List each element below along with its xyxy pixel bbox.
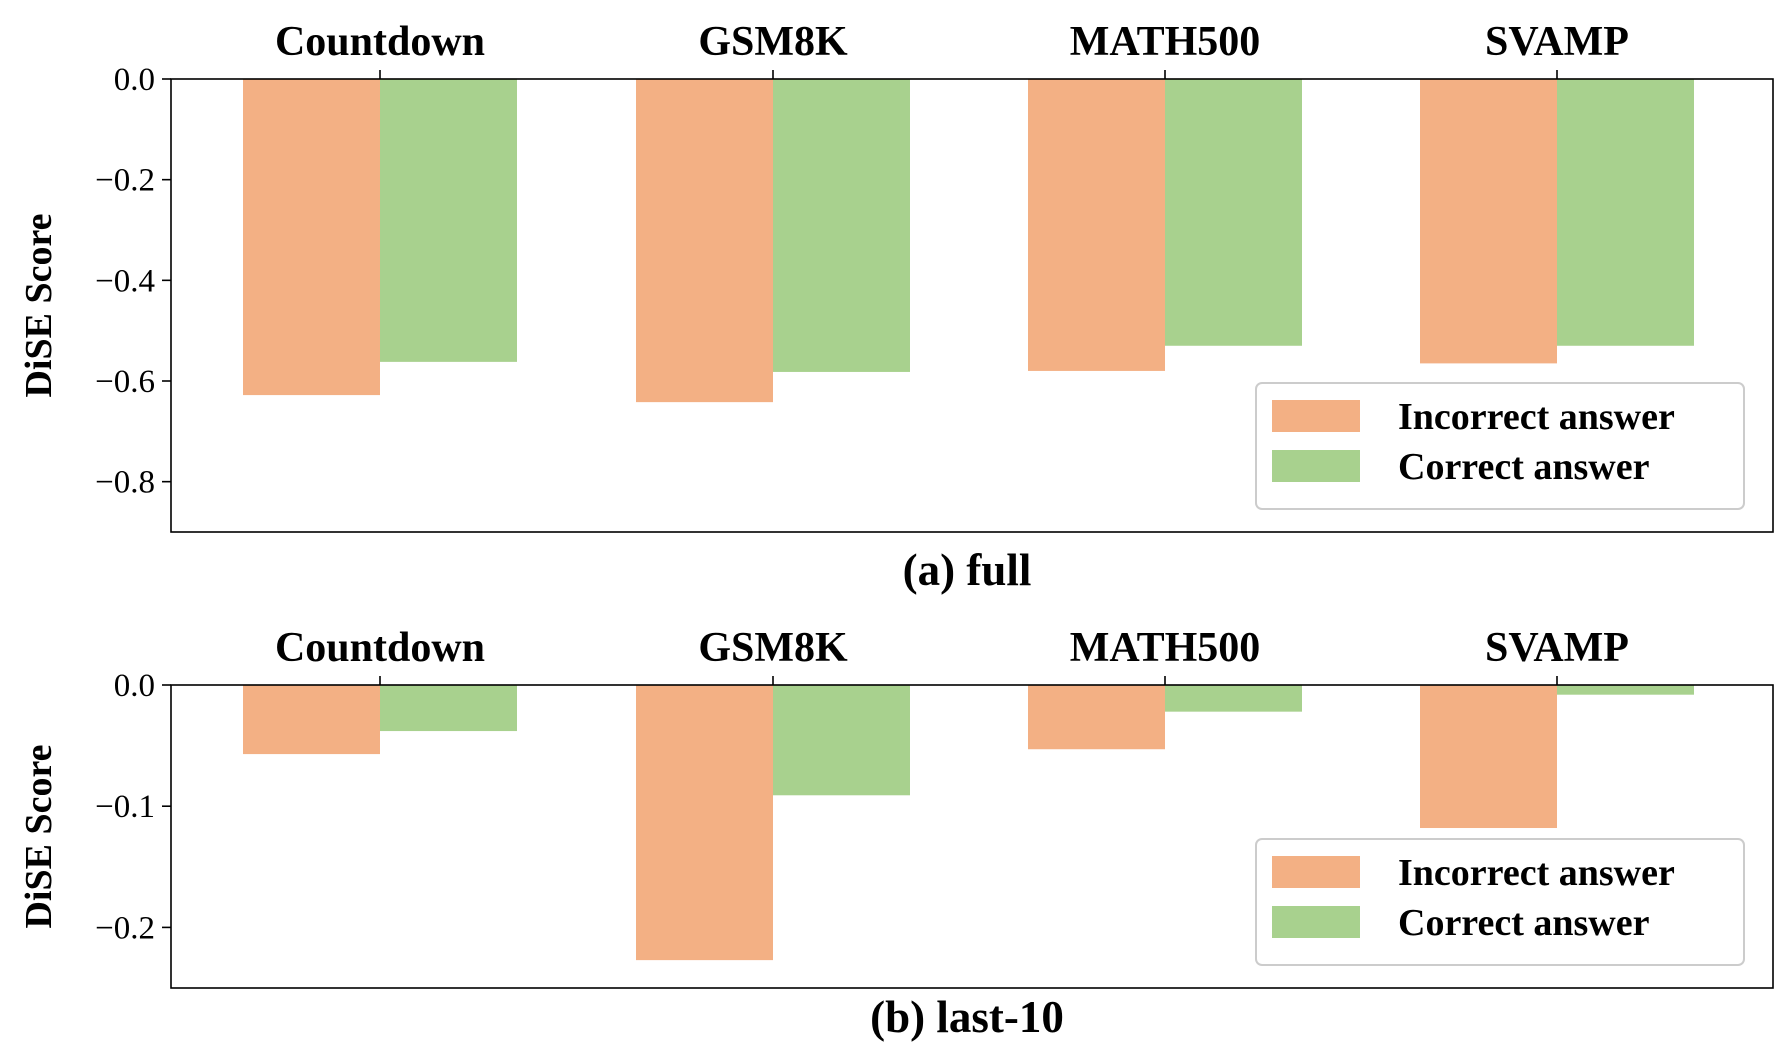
category-label-math500: MATH500 bbox=[1070, 625, 1261, 671]
bar-correct-answer-math500 bbox=[1165, 685, 1302, 712]
bar-correct-answer-gsm8k bbox=[773, 79, 910, 372]
bar-incorrect-answer-math500 bbox=[1028, 79, 1165, 371]
bar-incorrect-answer-gsm8k bbox=[636, 685, 773, 961]
category-label-svamp: SVAMP bbox=[1485, 19, 1629, 65]
category-label-countdown: Countdown bbox=[275, 625, 485, 671]
legend: Incorrect answer Correct answer bbox=[1255, 838, 1745, 966]
legend-box bbox=[1255, 382, 1745, 510]
category-label-math500: MATH500 bbox=[1070, 19, 1261, 65]
y-tick-label: −0.2 bbox=[95, 910, 155, 946]
bar-incorrect-answer-countdown bbox=[243, 685, 380, 755]
legend-label: Correct answer bbox=[1398, 902, 1650, 944]
plot-frame bbox=[170, 684, 1774, 989]
bar-incorrect-answer-gsm8k bbox=[636, 79, 773, 403]
category-label-svamp: SVAMP bbox=[1485, 625, 1629, 671]
bar-correct-answer-svamp bbox=[1557, 79, 1694, 346]
chart-panel-0: 0.0 −0.2 −0.4 −0.6 −0.8 Countdown GSM8K MATH500… bbox=[18, 19, 1774, 595]
category-label-gsm8k: GSM8K bbox=[698, 625, 848, 671]
chart-panel-1: 0.0 −0.1 −0.2 Countdown GSM8K MATH500 SVAMP DiS… bbox=[18, 625, 1774, 1042]
legend-swatch bbox=[1272, 856, 1360, 888]
y-tick-label: −0.8 bbox=[95, 465, 155, 501]
y-axis-label: DiSE Score bbox=[18, 213, 60, 397]
panel-caption: (a) full bbox=[903, 545, 1032, 595]
legend-swatch bbox=[1272, 400, 1360, 432]
legend-label: Correct answer bbox=[1398, 446, 1650, 488]
bar-incorrect-answer-math500 bbox=[1028, 685, 1165, 750]
plot-frame bbox=[170, 78, 1774, 533]
bar-incorrect-answer-countdown bbox=[243, 79, 380, 396]
legend: Incorrect answer Correct answer bbox=[1255, 382, 1745, 510]
y-tick-label: −0.1 bbox=[95, 789, 155, 825]
y-tick-label: −0.2 bbox=[95, 163, 155, 199]
panel-caption: (b) last-10 bbox=[870, 992, 1064, 1042]
bar-incorrect-answer-svamp bbox=[1420, 685, 1557, 829]
legend-label: Incorrect answer bbox=[1398, 852, 1675, 894]
bar-correct-answer-svamp bbox=[1557, 685, 1694, 695]
y-tick-label: −0.4 bbox=[95, 263, 155, 299]
bar-correct-answer-countdown bbox=[380, 685, 517, 732]
y-tick-label: 0.0 bbox=[114, 668, 155, 704]
y-axis-label: DiSE Score bbox=[18, 744, 60, 928]
bar-incorrect-answer-svamp bbox=[1420, 79, 1557, 364]
y-tick-label: 0.0 bbox=[114, 62, 155, 98]
bar-correct-answer-math500 bbox=[1165, 79, 1302, 346]
legend-label: Incorrect answer bbox=[1398, 396, 1675, 438]
legend-box bbox=[1255, 838, 1745, 966]
bar-correct-answer-countdown bbox=[380, 79, 517, 362]
bar-correct-answer-gsm8k bbox=[773, 685, 910, 796]
legend-swatch bbox=[1272, 450, 1360, 482]
y-tick-label: −0.6 bbox=[95, 364, 155, 400]
category-label-gsm8k: GSM8K bbox=[698, 19, 848, 65]
category-label-countdown: Countdown bbox=[275, 19, 485, 65]
legend-swatch bbox=[1272, 906, 1360, 938]
